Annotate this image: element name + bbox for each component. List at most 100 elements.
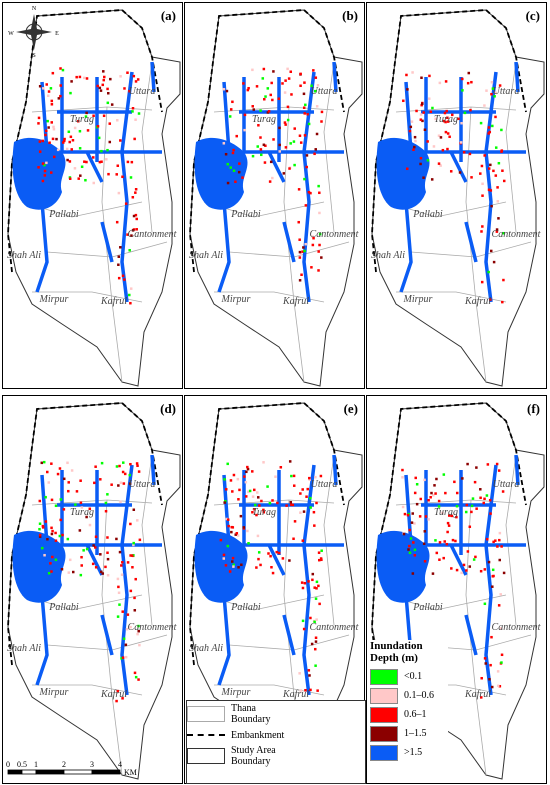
map-panel: (a) Uttara Turag Pallabi Cantonment Shah Ali M…	[2, 2, 183, 389]
inundation-cell	[43, 163, 46, 167]
inundation-cell	[315, 105, 319, 108]
inundation-cell	[129, 625, 132, 629]
inundation-cell	[77, 120, 80, 123]
thana-swatch	[187, 706, 225, 722]
legend-label: Study Area Boundary	[231, 745, 276, 767]
inundation-cell	[80, 564, 83, 567]
inundation-cell	[106, 536, 109, 539]
panel-frame	[2, 395, 183, 784]
inundation-cell	[269, 160, 273, 164]
inundation-cell	[49, 562, 52, 565]
inundation-cell	[483, 104, 486, 107]
inundation-cell	[229, 108, 233, 111]
place-name: Uttara	[493, 86, 520, 97]
inundation-cell	[137, 629, 140, 633]
inundation-cell	[301, 250, 304, 253]
inundation-cell	[263, 97, 266, 101]
inundation-cell	[412, 541, 415, 544]
scale-label: 1	[34, 760, 38, 769]
inundation-cell	[134, 118, 137, 121]
compass-ring	[25, 23, 43, 41]
inundation-cell	[50, 532, 54, 536]
inundation-cell	[50, 171, 53, 174]
inundation-cell	[303, 581, 307, 585]
inundation-cell	[284, 146, 288, 149]
inundation-cell	[401, 476, 404, 479]
inundation-cell	[271, 98, 274, 102]
inundation-cell	[262, 508, 265, 512]
inundation-cell	[288, 167, 291, 170]
inundation-cell	[490, 204, 493, 208]
inundation-cell	[413, 554, 417, 557]
inundation-cell	[298, 672, 301, 675]
inundation-cell	[235, 532, 239, 535]
inundation-cell	[262, 510, 266, 514]
inundation-cell	[479, 496, 482, 500]
inundation-cell	[74, 503, 77, 506]
inundation-cell	[117, 276, 121, 280]
inundation-cell	[246, 465, 249, 469]
inundation-cell	[487, 132, 490, 135]
inundation-cell	[128, 473, 132, 477]
inundation-cell	[86, 129, 90, 132]
inundation-cell	[269, 93, 272, 97]
inundation-cell	[309, 688, 312, 692]
inundation-cell	[314, 597, 318, 600]
inundation-cell	[434, 492, 437, 495]
inundation-cell	[38, 533, 42, 537]
inundation-cell	[314, 475, 317, 479]
inundation-cell	[94, 535, 98, 539]
inundation-cell	[121, 610, 124, 613]
inundation-cell	[305, 495, 308, 498]
place-name: Kafrul	[100, 296, 127, 307]
inundation-cell	[80, 555, 83, 559]
inundation-cell	[234, 180, 237, 184]
inundation-cell	[226, 518, 230, 521]
inundation-cell	[106, 101, 110, 105]
inundation-cell	[269, 554, 272, 558]
inundation-cell	[299, 511, 302, 514]
inundation-cell	[480, 280, 484, 284]
inundation-cell	[242, 526, 246, 529]
inundation-cell	[420, 103, 423, 107]
inundation-cell	[88, 523, 92, 527]
inundation-cell	[130, 160, 134, 164]
inundation-cell	[490, 81, 494, 84]
inundation-cell	[303, 249, 306, 253]
inundation-cell	[437, 505, 441, 508]
inundation-cell	[58, 467, 62, 470]
inundation-cell	[106, 557, 110, 561]
inundation-cell	[224, 152, 228, 156]
inundation-cell	[319, 557, 323, 560]
place-name: Mirpur	[39, 294, 69, 305]
inundation-cell	[243, 128, 246, 132]
inundation-cell	[129, 589, 133, 593]
inundation-cell	[287, 77, 291, 80]
scale-bar: 0 0.5 1 2 3 4KM	[6, 760, 137, 777]
inundation-cell	[116, 615, 120, 618]
inundation-cell	[37, 122, 40, 125]
place-name: Kafrul	[464, 689, 491, 700]
inundation-cell	[67, 571, 71, 574]
inundation-cell	[302, 510, 306, 513]
inundation-cell	[98, 86, 102, 90]
inundation-cell	[446, 530, 449, 534]
inundation-cell	[240, 563, 243, 567]
inundation-cell	[92, 544, 95, 547]
inundation-cell	[318, 558, 321, 562]
inundation-cell	[277, 97, 281, 100]
inundation-cell	[256, 491, 259, 494]
inundation-cell	[115, 699, 118, 703]
inundation-cell	[58, 534, 62, 538]
inundation-cell	[292, 140, 296, 143]
inundation-cell	[502, 179, 506, 183]
inundation-cell	[421, 119, 424, 123]
inundation-cell	[135, 462, 139, 465]
inundation-cell	[54, 539, 58, 542]
inundation-cell	[300, 273, 303, 277]
place-name: Cantonment	[492, 622, 541, 633]
inundation-cell	[44, 495, 47, 499]
inundation-cell	[71, 139, 75, 142]
inundation-cell	[441, 511, 444, 515]
inundation-cell	[57, 97, 61, 100]
